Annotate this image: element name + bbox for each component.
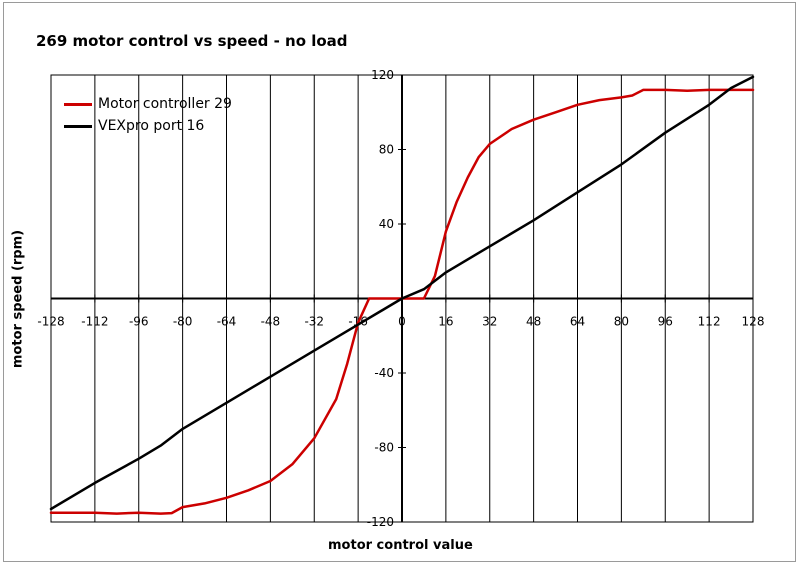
x-tick-label: 96 (658, 315, 673, 329)
x-tick-label: 16 (438, 315, 453, 329)
x-tick-label: -96 (129, 315, 149, 329)
legend-swatch-vexpro (64, 124, 92, 128)
y-tick-label: -80 (374, 441, 394, 455)
x-tick-label: -128 (37, 315, 64, 329)
x-tick-label: 112 (698, 315, 721, 329)
x-tick-label: -64 (217, 315, 237, 329)
legend: Motor controller 29 VEXpro port 16 (64, 93, 232, 137)
chart-title: 269 motor control vs speed - no load (36, 32, 348, 50)
legend-item-series-1: Motor controller 29 (64, 93, 232, 115)
series-layer (49, 75, 755, 515)
x-tick-label: -112 (81, 315, 108, 329)
y-axis-label: motor speed (rpm) (10, 229, 26, 369)
x-axis-label: motor control value (328, 538, 473, 553)
y-tick-label: -40 (374, 366, 394, 380)
legend-item-series-2: VEXpro port 16 (64, 115, 232, 137)
legend-label-vexpro: VEXpro port 16 (98, 118, 205, 134)
x-tick-label: 64 (570, 315, 585, 329)
x-tick-label: 80 (614, 315, 629, 329)
legend-label-motor-controller: Motor controller 29 (98, 96, 232, 112)
x-tick-label: -32 (304, 315, 324, 329)
x-tick-label: 0 (398, 315, 406, 329)
x-tick-label: -48 (261, 315, 281, 329)
y-tick-label: 80 (379, 143, 394, 157)
x-tick-label: 32 (482, 315, 497, 329)
x-tick-label: -80 (173, 315, 193, 329)
y-tick-label: -120 (367, 515, 394, 529)
y-tick-label: 120 (371, 68, 394, 82)
x-tick-label: 128 (742, 315, 765, 329)
legend-swatch-motor-controller (64, 102, 92, 106)
chart-frame (3, 2, 796, 562)
series-line-2 (49, 75, 755, 511)
ticks-layer: -128 -112 -96 -80 -64 -48 -32 -16 0 16 32 48 64 80 96 1… (37, 68, 764, 529)
series-line-1 (49, 88, 755, 515)
x-tick-label: 48 (526, 315, 541, 329)
y-tick-label: 40 (379, 217, 394, 231)
